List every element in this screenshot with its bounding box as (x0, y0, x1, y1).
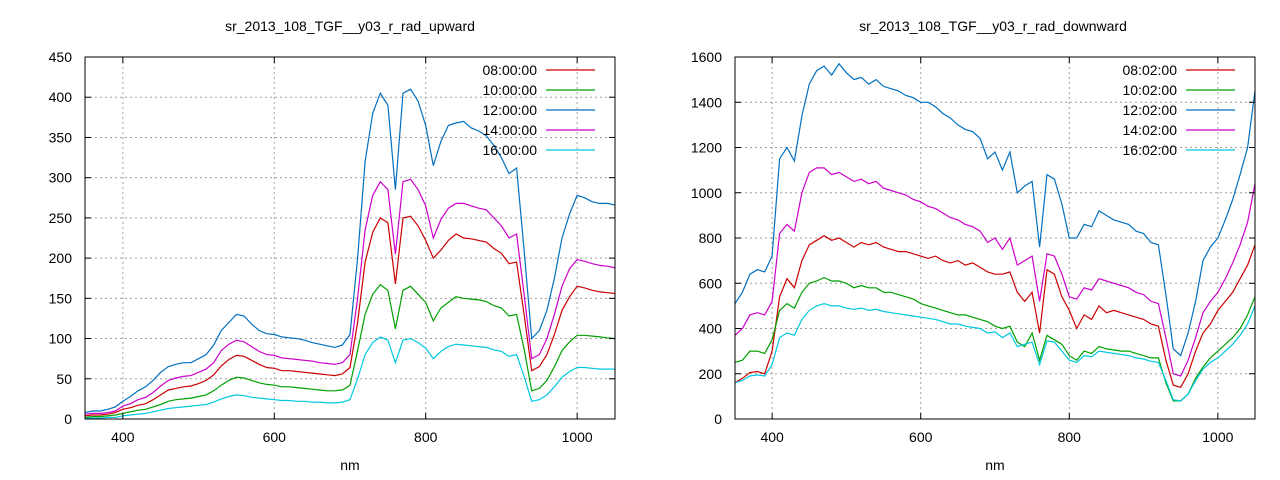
x-tick-label: 800 (1058, 429, 1082, 445)
y-tick-label: 600 (699, 275, 723, 291)
y-tick-label: 1600 (691, 49, 722, 65)
y-tick-label: 1000 (691, 185, 722, 201)
y-tick-label: 200 (699, 366, 723, 382)
x-tick-label: 1000 (1202, 429, 1233, 445)
series-line-16:02:00 (735, 302, 1255, 402)
legend-label: 10:02:00 (1123, 82, 1178, 98)
x-tick-label: 1000 (562, 429, 593, 445)
x-tick-label: 600 (909, 429, 933, 445)
y-tick-label: 450 (49, 49, 73, 65)
series-line-10:00:00 (85, 283, 615, 418)
x-tick-label: 400 (760, 429, 784, 445)
chart-panel-2: sr_2013_108_TGF__y03_r_rad_downward 400 60… (691, 18, 1256, 473)
legend-label: 08:02:00 (1123, 62, 1178, 78)
legend-label: 14:02:00 (1123, 122, 1178, 138)
legend-label: 16:00:00 (483, 142, 538, 158)
series-line-12:00:00 (85, 88, 615, 414)
y-tick-label: 1400 (691, 94, 722, 110)
x-tick-label: 400 (111, 429, 135, 445)
legend-label: 08:00:00 (483, 62, 538, 78)
chart-title: sr_2013_108_TGF__y03_r_rad_downward (859, 18, 1127, 34)
chart-title: sr_2013_108_TGF__y03_r_rad_upward (225, 18, 475, 34)
y-tick-label: 300 (49, 170, 73, 186)
legend-label: 12:00:00 (483, 102, 538, 118)
series-line-14:00:00 (85, 178, 615, 415)
legend-label: 14:00:00 (483, 122, 538, 138)
y-tick-label: 800 (699, 230, 723, 246)
y-tick-label: 150 (49, 290, 73, 306)
y-tick-label: 50 (56, 371, 72, 387)
x-axis-label: nm (985, 457, 1004, 473)
legend-label: 12:02:00 (1123, 102, 1178, 118)
legend-label: 16:02:00 (1123, 142, 1178, 158)
y-tick-label: 350 (49, 129, 73, 145)
x-tick-label: 800 (414, 429, 438, 445)
y-tick-label: 100 (49, 331, 73, 347)
y-tick-label: 200 (49, 250, 73, 266)
x-axis-label: nm (340, 457, 359, 473)
y-tick-label: 250 (49, 210, 73, 226)
y-tick-label: 400 (49, 89, 73, 105)
y-tick-label: 400 (699, 321, 723, 337)
y-tick-label: 1200 (691, 140, 722, 156)
chart-panel-1: sr_2013_108_TGF__y03_r_rad_upward 400 600 8… (49, 18, 616, 473)
series-line-08:02:00 (735, 234, 1255, 389)
series-line-10:02:00 (735, 276, 1255, 402)
legend-label: 10:00:00 (483, 82, 538, 98)
y-tick-label: 0 (64, 411, 72, 427)
series-line-12:02:00 (735, 62, 1255, 357)
series-line-08:00:00 (85, 215, 615, 417)
plot-frame (84, 56, 616, 420)
series-line-16:00:00 (85, 336, 615, 419)
series-line-14:02:00 (735, 167, 1255, 377)
y-tick-label: 0 (714, 411, 722, 427)
x-tick-label: 600 (263, 429, 287, 445)
